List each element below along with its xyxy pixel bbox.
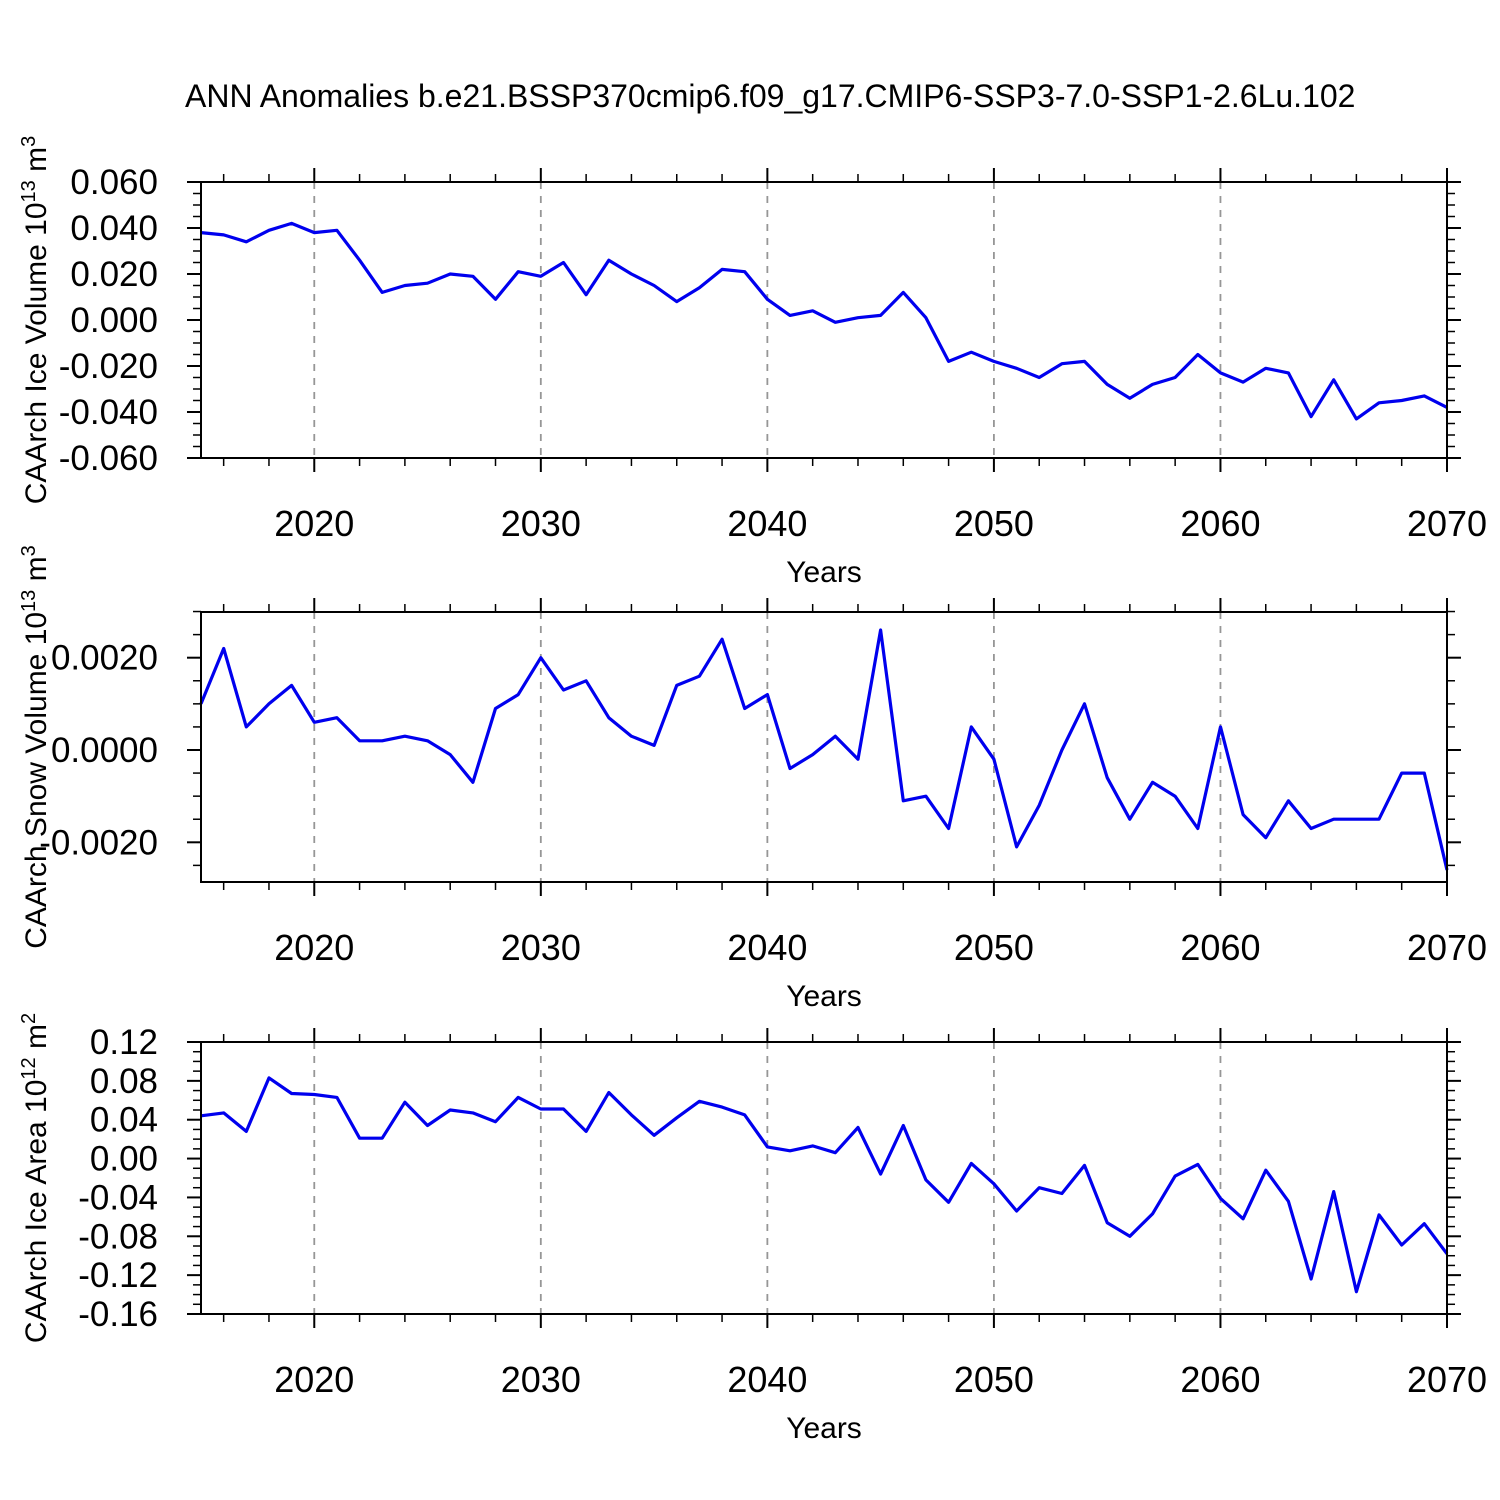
x-tick-label: 2060 xyxy=(1180,1359,1260,1400)
plot-box xyxy=(200,181,1448,459)
y-axis-title: CAArch Ice Volume 1013 m3 xyxy=(18,136,53,505)
x-tick-label: 2030 xyxy=(501,927,581,968)
x-tick-label: 2070 xyxy=(1407,503,1487,544)
y-tick-label: 0.08 xyxy=(90,1062,158,1101)
x-tick-label: 2020 xyxy=(274,927,354,968)
x-axis-title: Years xyxy=(786,1412,862,1445)
x-tick-labels: 2020 2030 2040 2050 2060 2070 xyxy=(274,927,1487,968)
y-tick-label: 0.0000 xyxy=(51,731,158,770)
x-tick-label: 2050 xyxy=(954,503,1034,544)
y-tick-label: -0.12 xyxy=(78,1256,158,1295)
x-tick-label: 2020 xyxy=(274,1359,354,1400)
x-tick-label: 2050 xyxy=(954,927,1034,968)
data-line-snow-volume xyxy=(199,628,1449,871)
figure-title: ANN Anomalies b.e21.BSSP370cmip6.f09_g17… xyxy=(185,78,1356,114)
y-axis-title: CAArch Snow Volume 1013 m3 xyxy=(18,545,53,949)
axis-ticks xyxy=(187,598,1461,896)
axis-ticks xyxy=(187,1028,1461,1328)
y-tick-label: 0.000 xyxy=(70,301,158,340)
x-tick-label: 2030 xyxy=(501,503,581,544)
chart-ice-area: 0.120.080.040.00-0.04-0.08-0.12-0.16 2020… xyxy=(18,1013,1487,1445)
y-tick-labels: 0.120.080.040.00-0.04-0.08-0.12-0.16 xyxy=(78,1023,158,1334)
x-tick-label: 2070 xyxy=(1407,1359,1487,1400)
y-tick-label: -0.16 xyxy=(78,1295,158,1334)
plot-box xyxy=(200,1041,1448,1315)
x-tick-labels: 2020 2030 2040 2050 2060 2070 xyxy=(274,503,1487,544)
y-tick-label: 0.020 xyxy=(70,255,158,294)
x-tick-labels: 2020 2030 2040 2050 2060 2070 xyxy=(274,1359,1487,1400)
plot-box xyxy=(200,611,1448,883)
axis-ticks xyxy=(187,168,1461,472)
x-tick-label: 2040 xyxy=(727,1359,807,1400)
y-tick-label: 0.0020 xyxy=(51,639,158,678)
x-tick-label: 2060 xyxy=(1180,927,1260,968)
y-tick-labels: 0.0020 0.0000 -0.0020 xyxy=(39,639,158,863)
x-tick-label: 2050 xyxy=(954,1359,1034,1400)
y-tick-label: 0.12 xyxy=(90,1023,158,1062)
gridlines xyxy=(313,612,1222,882)
x-axis-title: Years xyxy=(786,980,862,1013)
x-axis-title: Years xyxy=(786,556,862,589)
y-tick-label: -0.040 xyxy=(59,393,158,432)
data-line-ice-volume xyxy=(200,221,1448,421)
x-tick-label: 2020 xyxy=(274,503,354,544)
x-tick-label: 2040 xyxy=(727,503,807,544)
y-tick-label: 0.04 xyxy=(90,1101,158,1140)
data-line-ice-area xyxy=(200,1076,1449,1294)
gridlines xyxy=(313,1042,1222,1314)
x-tick-label: 2070 xyxy=(1407,927,1487,968)
y-tick-label: -0.0020 xyxy=(39,823,158,862)
x-tick-label: 2060 xyxy=(1180,503,1260,544)
y-tick-label: -0.04 xyxy=(78,1178,158,1217)
y-tick-label: -0.020 xyxy=(59,347,158,386)
x-tick-label: 2030 xyxy=(501,1359,581,1400)
chart-ice-volume: 0.060 0.040 0.020 0.000 -0.020 -0.040 -0.060 20… xyxy=(18,136,1487,589)
y-tick-label: -0.060 xyxy=(59,439,158,478)
x-tick-label: 2040 xyxy=(727,927,807,968)
y-tick-label: 0.040 xyxy=(70,209,158,248)
gridlines xyxy=(313,182,1222,458)
y-tick-label: 0.00 xyxy=(90,1140,158,1179)
y-tick-labels: 0.060 0.040 0.020 0.000 -0.020 -0.040 -0.060 xyxy=(59,163,158,478)
y-tick-label: 0.060 xyxy=(70,163,158,202)
y-axis-title: CAArch Ice Area 1012 m2 xyxy=(18,1013,53,1343)
y-tick-label: -0.08 xyxy=(78,1217,158,1256)
